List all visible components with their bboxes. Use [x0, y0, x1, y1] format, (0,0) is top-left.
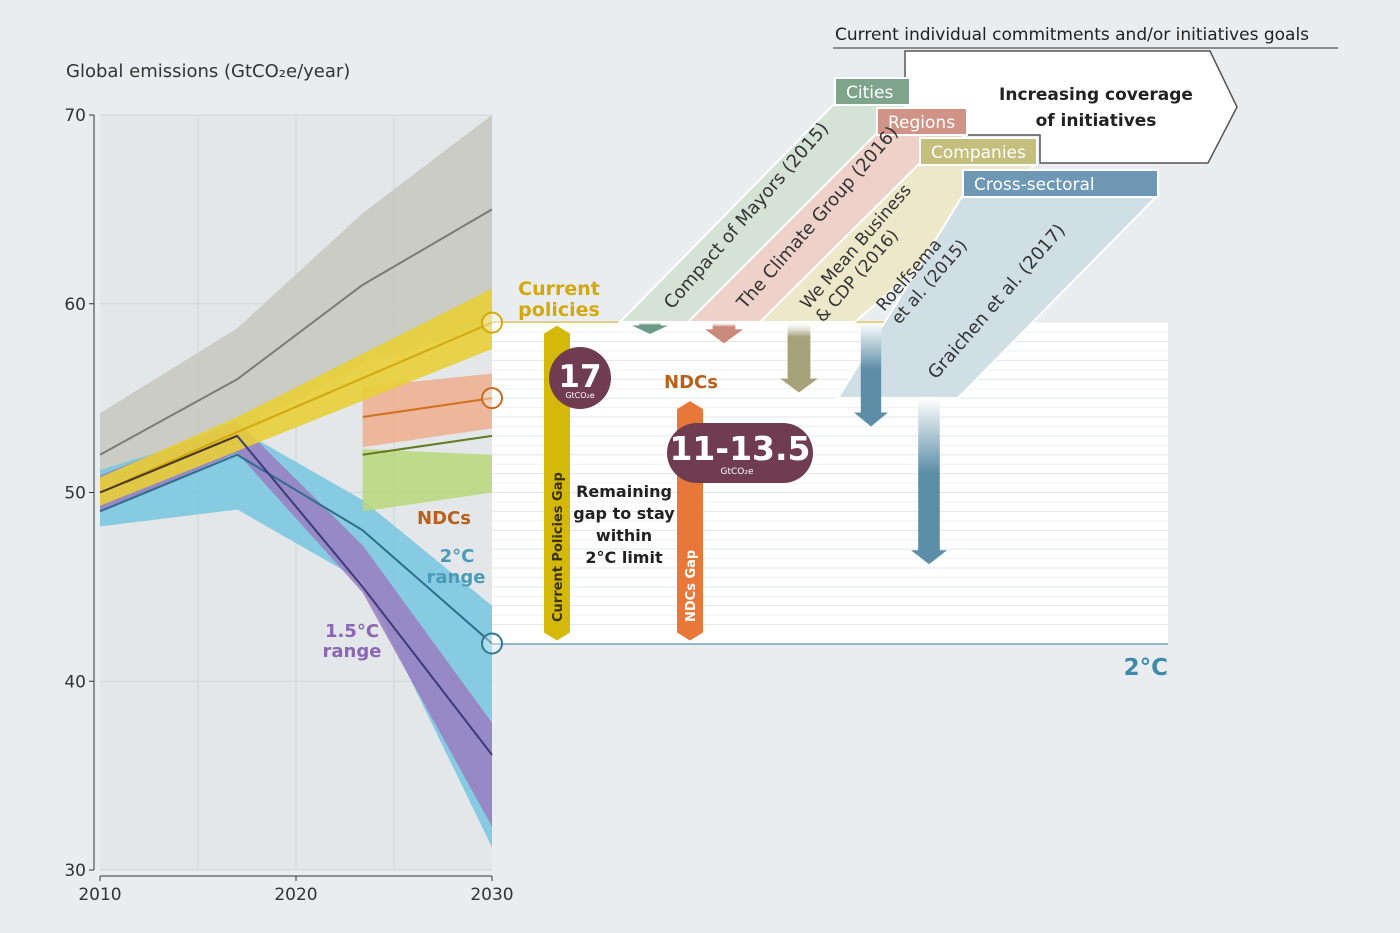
category-tab-companies — [919, 137, 1038, 166]
current-policies-gap-label: Current Policies Gap — [551, 472, 566, 622]
category-tab-cities — [834, 77, 911, 106]
two-c-label-1: 2°C — [440, 546, 475, 567]
current-policies-label-2: policies — [518, 299, 600, 321]
ndcs-gap-label: NDCs Gap — [684, 550, 699, 622]
ndcs-lower-band — [362, 449, 492, 512]
x-tick-label-2030: 2030 — [470, 885, 513, 905]
x-tick-label-2020: 2020 — [274, 885, 317, 905]
two-c-right-label: 2°C — [1124, 655, 1168, 681]
reduction-arrow-graichen — [911, 398, 947, 565]
x-tick-label-2010: 2010 — [78, 885, 121, 905]
category-label-cross: Cross-sectoral — [974, 175, 1095, 195]
remaining-gap-label-4: 2°C limit — [585, 548, 663, 567]
ndcs-band — [362, 373, 492, 448]
y-tick-label-50: 50 — [64, 484, 86, 504]
current-policies-line — [99, 321, 493, 494]
reduction-arrow-roelfsema — [854, 322, 888, 427]
ndcs-lower-line — [362, 434, 493, 456]
marker-ndc — [481, 387, 503, 410]
reduction-arrow-compact — [632, 322, 668, 334]
axes: 30 40 50 60 70 2010 2020 2030 — [64, 106, 513, 905]
one-five-c-label-2: range — [323, 641, 382, 662]
ndcs-line — [362, 397, 493, 418]
reduction-arrow-wmb — [780, 322, 818, 393]
category-label-cities: Cities — [846, 83, 893, 103]
initiatives-panel: Increasing coverage of initiatives Cities R… — [617, 50, 1238, 565]
current-policies-gap-bar — [544, 325, 570, 641]
baseline-line — [99, 208, 493, 456]
ndcs-line-label: NDCs — [664, 372, 718, 393]
right-panel — [492, 322, 1168, 644]
coverage-arrow-text-2: of initiatives — [1036, 111, 1157, 131]
remaining-gap-label-1: Remaining — [576, 482, 672, 501]
bubble-17-value: 17 — [558, 359, 601, 395]
two-c-line — [99, 453, 493, 645]
baseline-band — [100, 115, 492, 501]
remaining-gap-label-3: within — [596, 526, 652, 545]
y-tick-label-60: 60 — [64, 295, 86, 315]
annotations: Current Policies Gap NDCs Gap17GtCO₂e11-1… — [323, 278, 1168, 681]
reduction-arrow-climate_group — [705, 322, 743, 344]
remaining-gap-label-2: gap to stay — [573, 504, 675, 523]
current-policies-label-1: Current — [518, 278, 600, 300]
initiatives-title: Current individual commitments and/or in… — [835, 25, 1309, 45]
bubble-11-value: 11-13.5 — [669, 429, 810, 468]
coverage-arrow-text-1: Increasing coverage — [999, 85, 1193, 105]
one-five-c-label-1: 1.5°C — [325, 621, 379, 642]
y-tick-label-40: 40 — [64, 672, 86, 692]
y-tick-label-30: 30 — [64, 861, 86, 881]
bubble-11 — [667, 423, 813, 483]
category-label-regions: Regions — [888, 113, 955, 133]
ndcs-band-label: NDCs — [417, 508, 471, 529]
bubble-11-unit: GtCO₂e — [720, 467, 753, 477]
category-label-companies: Companies — [931, 143, 1026, 163]
marker-current — [481, 311, 503, 334]
category-tab-cross — [962, 169, 1159, 198]
category-tab-regions — [876, 107, 968, 136]
y-axis-title: Global emissions (GtCO₂e/year) — [66, 61, 350, 82]
marker-two — [481, 632, 503, 655]
bubble-17-unit: GtCO₂e — [565, 391, 594, 400]
two-c-band — [100, 428, 492, 848]
y-tick-label-70: 70 — [64, 106, 86, 126]
two-c-label-2: range — [427, 567, 486, 588]
historic-line — [99, 434, 238, 494]
bubble-17 — [549, 347, 611, 409]
